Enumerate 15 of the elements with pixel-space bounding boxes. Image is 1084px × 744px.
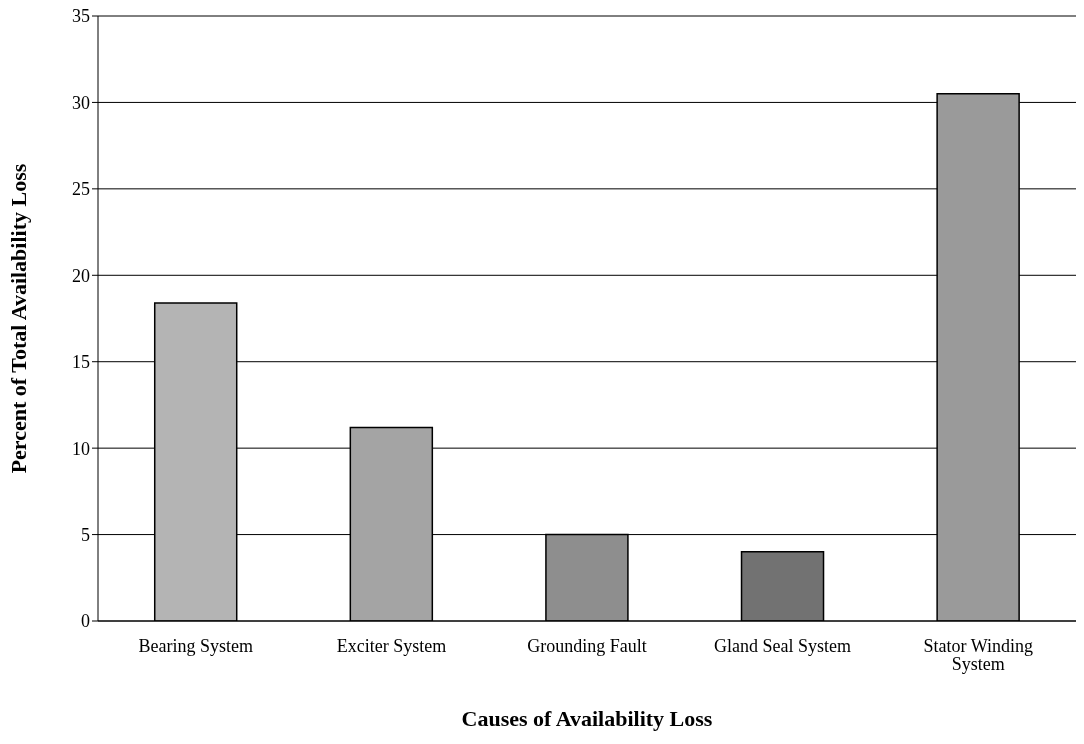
y-tick-label: 10	[72, 438, 90, 459]
x-tick-label: Gland Seal System	[714, 635, 852, 656]
y-tick-label: 35	[72, 6, 90, 27]
x-tick-label: Exciter System	[336, 635, 447, 656]
y-tick-label: 20	[72, 265, 90, 286]
y-tick-label: 0	[81, 611, 90, 632]
y-tick-label: 30	[72, 92, 90, 113]
x-tick-label: Grounding Fault	[527, 635, 647, 656]
y-axis-title: Percent of Total Availability Loss	[5, 163, 31, 474]
y-tick-label: 15	[72, 352, 90, 373]
x-tick-label: Stator Winding System	[923, 635, 1033, 674]
y-tick-label: 25	[72, 179, 90, 200]
x-axis-title: Causes of Availability Loss	[461, 706, 713, 731]
y-tick-label: 5	[81, 524, 90, 545]
x-tick-label: Bearing System	[138, 635, 254, 656]
